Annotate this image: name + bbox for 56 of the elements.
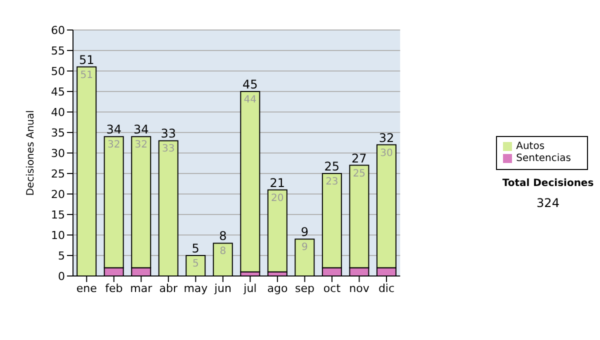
- y-axis-title: Decisiones Anual: [26, 110, 37, 196]
- x-tick-label: jul: [242, 282, 257, 295]
- x-tick-label: mar: [130, 282, 153, 295]
- total-label: 34: [133, 122, 149, 137]
- y-tick-label: 5: [58, 249, 65, 262]
- data-label: 33: [162, 144, 175, 155]
- y-tick-label: 45: [51, 85, 65, 98]
- legend-label: Sentencias: [516, 153, 571, 164]
- data-label: 5: [192, 258, 199, 270]
- total-label: 33: [160, 126, 176, 141]
- data-label: 32: [107, 140, 120, 151]
- total-label: 34: [106, 122, 122, 137]
- text: Total Decisiones: [501, 178, 595, 189]
- y-tick-label: 30: [51, 146, 65, 160]
- text: 324: [536, 196, 560, 210]
- data-label: 32: [134, 140, 148, 151]
- x-tick-label: ago: [267, 282, 288, 295]
- total-label: 8: [219, 229, 227, 244]
- data-label: 30: [380, 148, 393, 159]
- x-tick-label: jun: [213, 282, 232, 295]
- x-tick-label: sep: [294, 282, 314, 295]
- data-label: 9: [301, 242, 308, 254]
- x-tick-label: abr: [159, 282, 178, 295]
- total-label: 9: [300, 225, 308, 240]
- data-label: 23: [326, 176, 338, 188]
- data-label: 8: [220, 246, 226, 258]
- bar: [267, 189, 288, 272]
- y-tick-label: 40: [51, 106, 65, 119]
- x-tick-label: ene: [76, 282, 98, 295]
- y-tick-label: 25: [51, 167, 65, 180]
- total-label: 21: [270, 176, 286, 190]
- total-label: 45: [242, 78, 258, 92]
- y-tick-label: 15: [51, 208, 65, 222]
- y-tick-label: 35: [51, 126, 65, 140]
- total-label: 51: [78, 52, 94, 67]
- x-tick-label: nov: [349, 282, 370, 295]
- y-tick-label: 50: [51, 64, 65, 78]
- data-label: 25: [352, 168, 366, 180]
- y-tick-label: 60: [51, 24, 65, 37]
- x-tick-label: may: [184, 282, 208, 295]
- data-label: 51: [80, 70, 93, 81]
- x-tick-label: oct: [323, 282, 342, 295]
- legend-label: Autos: [516, 141, 545, 152]
- total-label: 27: [352, 151, 367, 166]
- y-tick-label: 55: [51, 44, 65, 58]
- y-tick-label: 0: [58, 270, 65, 283]
- bar: [240, 91, 260, 272]
- data-label: 20: [271, 192, 284, 204]
- y-tick-label: 20: [51, 188, 65, 201]
- x-tick-label: feb: [105, 282, 123, 295]
- total-label: 5: [192, 242, 200, 256]
- total-label: 25: [324, 160, 340, 174]
- y-tick-label: 10: [51, 228, 65, 242]
- x-tick-label: dic: [378, 282, 395, 295]
- total-label: 32: [378, 130, 394, 145]
- data-label: 44: [244, 94, 257, 106]
